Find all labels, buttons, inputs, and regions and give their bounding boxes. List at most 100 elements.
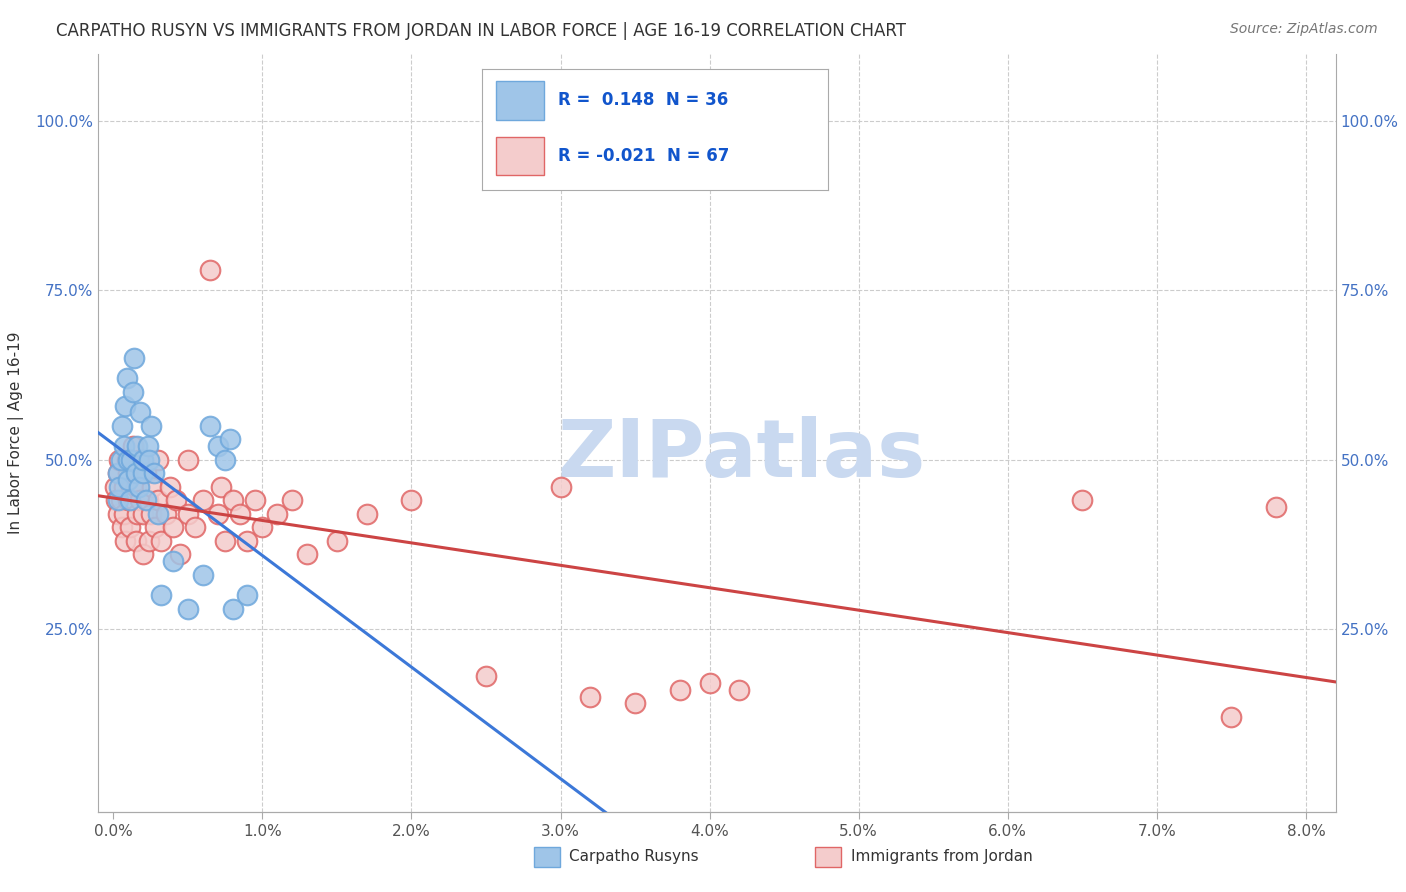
Point — [401, 493, 423, 508]
Point — [120, 480, 142, 494]
Point — [111, 418, 134, 433]
Point — [118, 520, 141, 534]
Point — [221, 493, 243, 508]
Point — [105, 493, 128, 508]
Point — [221, 601, 243, 615]
Point — [728, 682, 751, 697]
Point — [117, 493, 139, 508]
Point — [162, 554, 184, 568]
Point — [191, 567, 214, 582]
Point — [475, 669, 498, 683]
Text: Immigrants from Jordan: Immigrants from Jordan — [851, 849, 1032, 863]
Point — [139, 507, 162, 521]
Point — [200, 263, 222, 277]
Text: Carpatho Rusyns: Carpatho Rusyns — [569, 849, 699, 863]
Point — [129, 405, 152, 419]
Point — [117, 473, 139, 487]
Point — [114, 533, 136, 548]
Point — [108, 452, 131, 467]
Point — [138, 452, 160, 467]
Point — [132, 452, 155, 467]
Point — [191, 493, 214, 508]
Point — [108, 480, 131, 494]
Point — [110, 452, 132, 467]
Point — [111, 520, 134, 534]
Point — [214, 533, 236, 548]
Point — [136, 439, 159, 453]
Point — [132, 467, 155, 481]
Point — [141, 480, 163, 494]
Point — [177, 601, 200, 615]
Point — [150, 533, 173, 548]
Point — [107, 467, 129, 481]
Point — [146, 452, 169, 467]
Point — [165, 493, 187, 508]
Point — [139, 418, 162, 433]
Point — [142, 467, 165, 481]
Point — [150, 588, 173, 602]
Point — [125, 533, 148, 548]
Point — [115, 371, 138, 385]
Point — [146, 507, 169, 521]
Point — [550, 480, 572, 494]
Point — [169, 548, 191, 562]
Point — [162, 520, 184, 534]
Point — [229, 507, 252, 521]
Point — [127, 507, 149, 521]
Point — [218, 433, 240, 447]
Point — [110, 493, 132, 508]
Text: Source: ZipAtlas.com: Source: ZipAtlas.com — [1230, 22, 1378, 37]
Point — [1220, 710, 1243, 724]
Text: CARPATHO RUSYN VS IMMIGRANTS FROM JORDAN IN LABOR FORCE | AGE 16-19 CORRELATION : CARPATHO RUSYN VS IMMIGRANTS FROM JORDAN… — [56, 22, 907, 40]
Point — [326, 533, 349, 548]
Point — [699, 676, 721, 690]
Point — [125, 480, 148, 494]
Point — [356, 507, 378, 521]
Point — [120, 452, 142, 467]
Point — [129, 493, 152, 508]
Point — [159, 480, 181, 494]
Text: ZIPatlas: ZIPatlas — [558, 417, 927, 494]
Point — [112, 507, 135, 521]
Point — [624, 697, 647, 711]
Point — [122, 351, 145, 366]
Point — [207, 439, 229, 453]
Point — [135, 467, 157, 481]
Point — [1265, 500, 1288, 514]
Point — [125, 467, 148, 481]
Point — [112, 480, 135, 494]
Point — [107, 467, 129, 481]
Point — [236, 588, 259, 602]
Point — [117, 467, 139, 481]
Point — [177, 452, 200, 467]
Point — [177, 507, 200, 521]
Point — [128, 452, 150, 467]
Point — [127, 439, 149, 453]
Point — [138, 533, 160, 548]
Point — [118, 493, 141, 508]
Point — [132, 548, 155, 562]
Point — [281, 493, 304, 508]
Point — [214, 452, 236, 467]
Point — [155, 507, 177, 521]
Point — [146, 493, 169, 508]
Point — [668, 682, 690, 697]
Point — [117, 452, 139, 467]
Point — [121, 384, 143, 399]
Point — [121, 439, 143, 453]
Point — [135, 493, 157, 508]
Point — [200, 418, 222, 433]
Point — [128, 480, 150, 494]
Point — [209, 480, 232, 494]
Point — [252, 520, 274, 534]
Point — [207, 507, 229, 521]
Point — [107, 493, 129, 508]
Point — [236, 533, 259, 548]
Point — [122, 493, 145, 508]
Point — [107, 507, 129, 521]
Point — [136, 493, 159, 508]
Point — [243, 493, 266, 508]
Point — [112, 439, 135, 453]
Point — [579, 690, 602, 704]
Point — [266, 507, 288, 521]
